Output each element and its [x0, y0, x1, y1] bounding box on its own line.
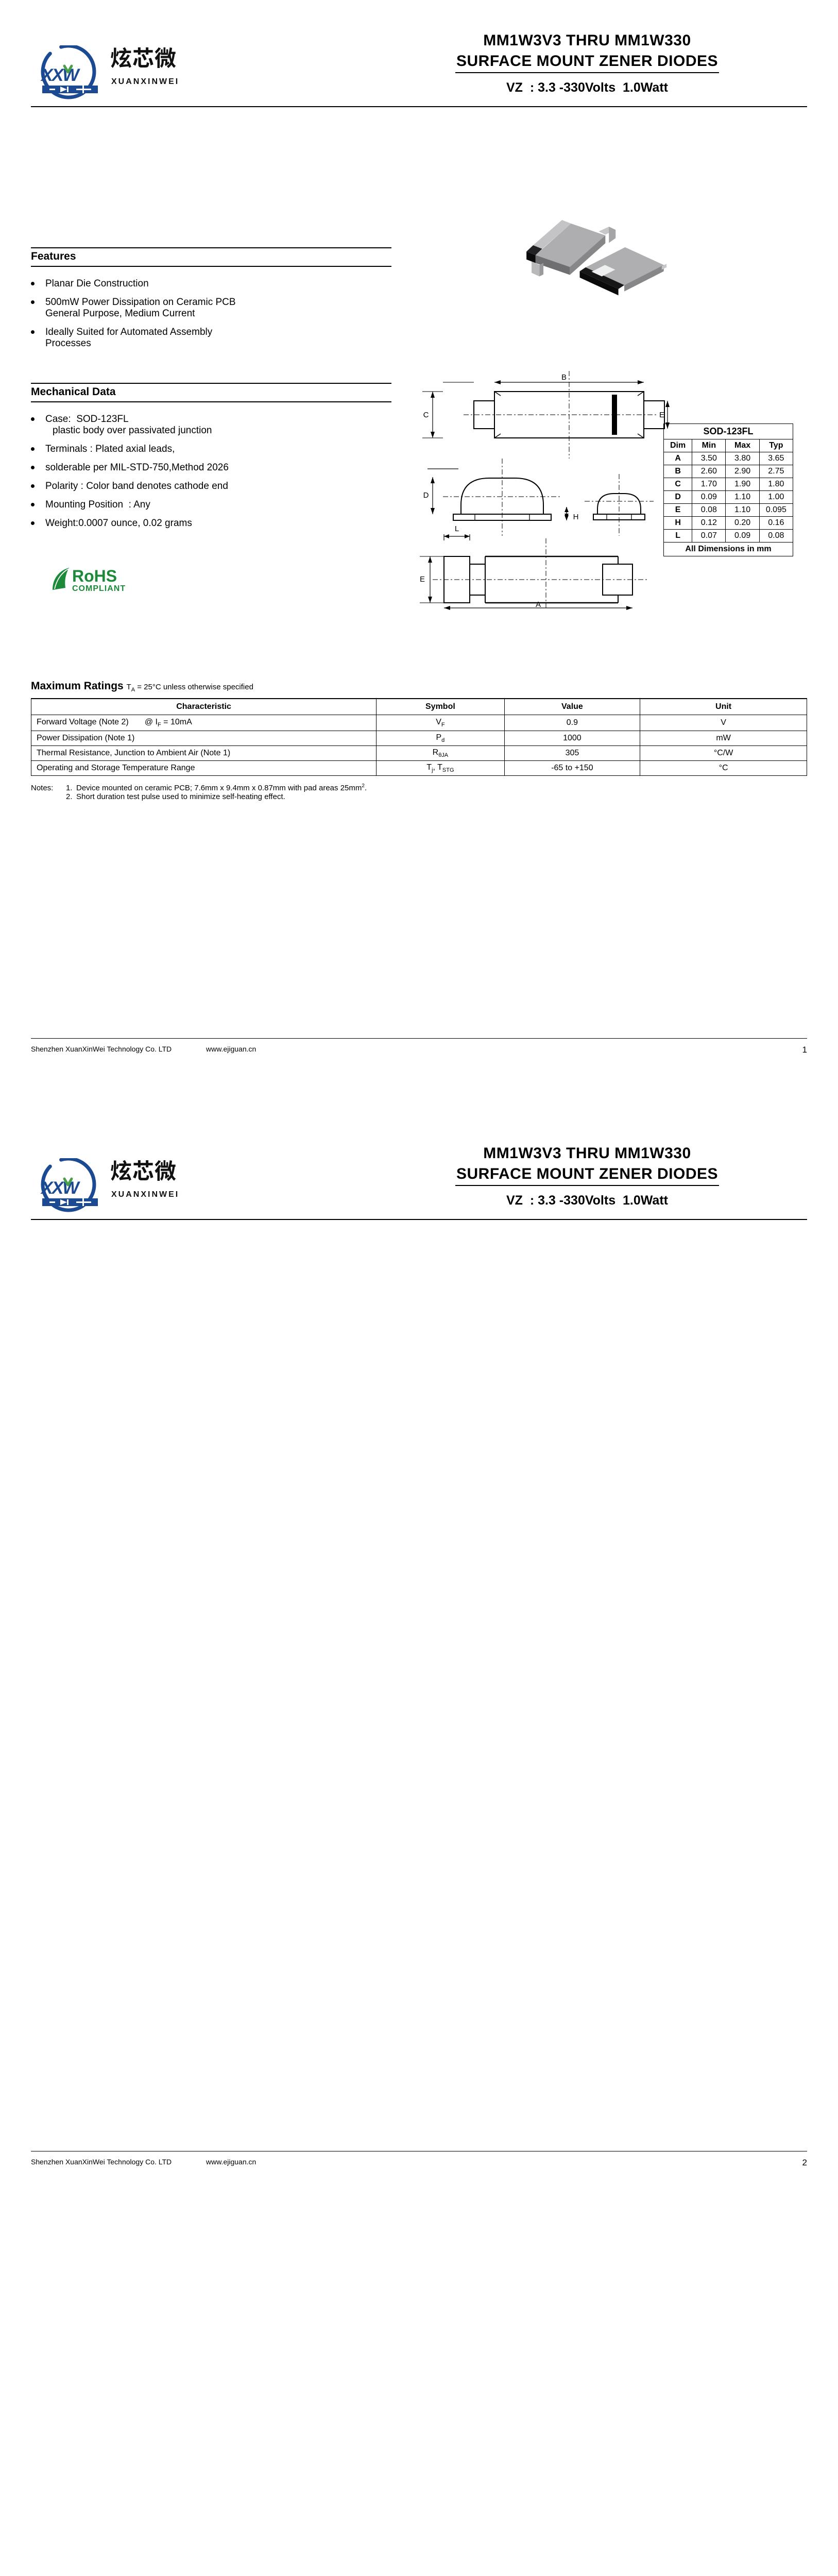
svg-text:D: D — [423, 491, 429, 500]
svg-text:XXW: XXW — [40, 65, 80, 85]
svg-text:H: H — [573, 513, 579, 521]
svg-text:E: E — [659, 411, 664, 419]
svg-text:B: B — [561, 373, 567, 382]
svg-text:C: C — [423, 411, 429, 419]
svg-text:RoHS: RoHS — [72, 567, 117, 585]
svg-text:E: E — [420, 575, 425, 584]
svg-text:L: L — [455, 524, 459, 533]
svg-text:COMPLIANT: COMPLIANT — [72, 584, 126, 593]
svg-text:A: A — [536, 600, 541, 609]
svg-text:XXW: XXW — [40, 1178, 80, 1198]
